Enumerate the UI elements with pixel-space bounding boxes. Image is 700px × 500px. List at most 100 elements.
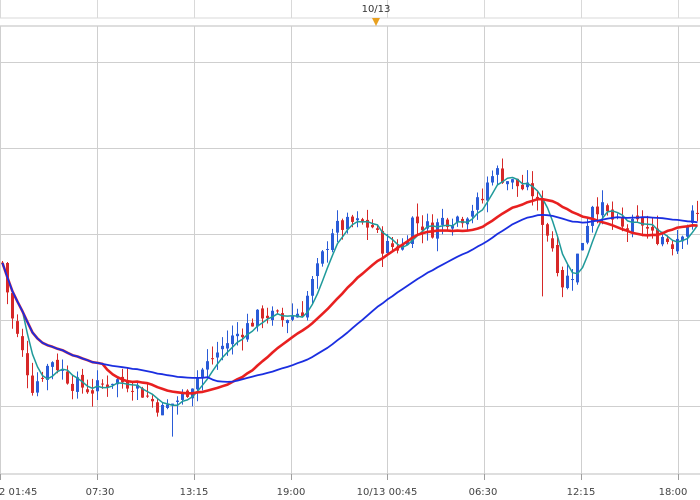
x-tick-label: 06:30 — [469, 487, 498, 498]
candle-body — [251, 322, 254, 327]
x-tick-label: 07:30 — [86, 487, 115, 498]
candle-body — [391, 243, 394, 247]
candle-body — [156, 402, 159, 413]
candles — [1, 158, 699, 437]
candle-body — [291, 315, 294, 320]
candle-body — [336, 220, 339, 233]
candle-body — [216, 352, 219, 358]
candle-body — [326, 248, 329, 250]
candle-body — [201, 369, 204, 379]
candle-body — [261, 308, 264, 319]
candle-body — [496, 168, 499, 175]
candle-body — [281, 313, 284, 321]
candle-body — [411, 217, 414, 244]
candle-body — [506, 181, 509, 185]
candle-body — [286, 320, 289, 324]
candle-body — [256, 309, 259, 327]
candle-body — [366, 219, 369, 228]
candle-body — [511, 179, 514, 183]
candle-body — [691, 210, 694, 223]
ma-fast-line — [1, 176, 699, 407]
candle-body — [36, 381, 39, 393]
candle-body — [106, 384, 109, 388]
candle-body — [266, 315, 269, 319]
candle-body — [416, 216, 419, 224]
candle-body — [196, 377, 199, 390]
candle-body — [646, 226, 649, 229]
candle-body — [146, 395, 149, 397]
candle-body — [161, 404, 164, 416]
candle-body — [471, 210, 474, 217]
candle-body — [611, 209, 614, 220]
date-marker-label: 10/13 — [362, 4, 391, 15]
candle-body — [16, 321, 19, 334]
candle-body — [176, 400, 179, 402]
candle-body — [476, 197, 479, 210]
candle-body — [31, 375, 34, 393]
candle-body — [346, 216, 349, 230]
candle-body — [141, 388, 144, 398]
candle-body — [666, 238, 669, 242]
candle-body — [686, 225, 689, 237]
candle-body — [316, 263, 319, 277]
x-tick-label: 10/13 00:45 — [357, 487, 418, 498]
candle-body — [681, 236, 684, 242]
candle-body — [166, 404, 169, 408]
x-tick-label: 12:15 — [567, 487, 596, 498]
candle-body — [406, 241, 409, 245]
candle-body — [541, 198, 544, 225]
candle-body — [66, 371, 69, 384]
candle-body — [586, 225, 589, 243]
candle-body — [446, 219, 449, 227]
candle-body — [306, 295, 309, 318]
candle-body — [641, 217, 644, 226]
candle-body — [526, 182, 529, 188]
x-tick-label: 13:15 — [180, 487, 209, 498]
candle-body — [41, 377, 44, 379]
candle-body — [206, 361, 209, 370]
candle-body — [276, 310, 279, 312]
candle-body — [601, 202, 604, 216]
candle-body — [46, 365, 49, 380]
candle-body — [76, 377, 79, 392]
candle-body — [481, 198, 484, 201]
candle-body — [426, 221, 429, 229]
candle-body — [521, 184, 524, 190]
candle-body — [151, 398, 154, 402]
candle-body — [371, 224, 374, 228]
candle-body — [606, 205, 609, 212]
candle-body — [491, 176, 494, 183]
candle-body — [381, 230, 384, 254]
candle-body — [596, 206, 599, 215]
candle-body — [531, 183, 534, 197]
candle-body — [621, 218, 624, 227]
candle-body — [116, 379, 119, 385]
candle-body — [101, 383, 104, 385]
candle-body — [231, 335, 234, 345]
candle-body — [356, 218, 359, 221]
candle-body — [376, 228, 379, 230]
candle-body — [581, 242, 584, 251]
candle-body — [651, 226, 654, 231]
candle-body — [51, 362, 54, 367]
candle-body — [131, 390, 134, 392]
candle-body — [441, 217, 444, 225]
candle-body — [571, 279, 574, 281]
candle-body — [311, 279, 314, 296]
candle-body — [86, 389, 89, 393]
candle-body — [91, 390, 94, 394]
candle-body — [516, 178, 519, 187]
candle-body — [576, 253, 579, 283]
candle-body — [61, 369, 64, 371]
candle-body — [136, 384, 139, 389]
candle-body — [486, 182, 489, 201]
candle-body — [566, 275, 569, 289]
candle-body — [656, 228, 659, 244]
candle-body — [661, 236, 664, 245]
candle-body — [236, 333, 239, 337]
candle-body — [501, 168, 504, 183]
x-tick-label: 18:00 — [659, 487, 688, 498]
candle-body — [211, 358, 214, 360]
candle-body — [696, 212, 699, 214]
candle-body — [56, 359, 59, 371]
